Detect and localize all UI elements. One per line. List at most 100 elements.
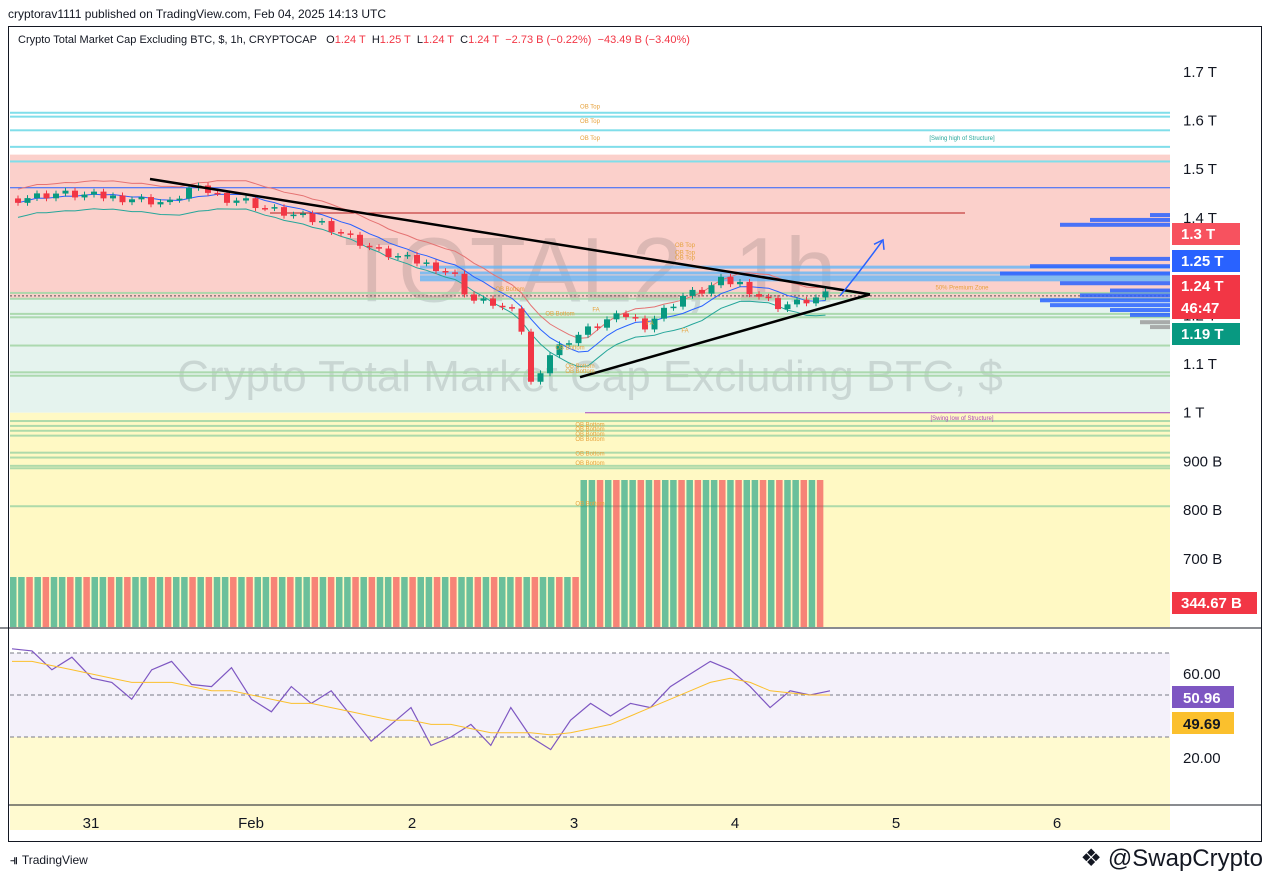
support-line (10, 374, 1170, 377)
time-axis-tick: 5 (892, 815, 900, 832)
candle-body (233, 200, 240, 203)
candle-body (186, 187, 192, 199)
volume-profile-bar (1050, 303, 1170, 308)
volume-bar (115, 577, 123, 627)
candle-body (157, 202, 164, 205)
volume-bar (83, 577, 90, 627)
volume-bar (311, 577, 319, 627)
tradingview-logo[interactable]: ⫣ TradingView (10, 852, 88, 868)
volume-bar (450, 577, 457, 627)
zone-annotation: FA (646, 321, 653, 327)
volume-bar (727, 480, 734, 627)
zone-annotation: OB Bottom (575, 452, 604, 458)
price-tag-label: 1.25 T (1181, 253, 1224, 270)
candle-body (252, 198, 259, 209)
zone-annotation: [Swing low of Structure] (930, 416, 993, 422)
zone-annotation: OB Bottom (545, 311, 574, 317)
volume-bar (645, 480, 653, 627)
volume-profile-bar (1090, 217, 1170, 222)
volume-bar (441, 577, 449, 627)
volume-profile-bar (1150, 325, 1170, 330)
candle-body (15, 198, 21, 203)
volume-bar (735, 480, 742, 627)
volume-bar (482, 577, 490, 627)
volume-profile-bar (1060, 281, 1170, 286)
candle-body (803, 299, 810, 304)
support-line (10, 371, 1170, 374)
candle-body (148, 197, 154, 205)
volume-bar (67, 577, 74, 627)
volume-bar (409, 577, 416, 627)
candle-body (566, 343, 572, 345)
candle-body (718, 276, 724, 286)
volume-bar (784, 480, 791, 627)
volume-bar (466, 577, 473, 627)
ob-top-line (10, 160, 1170, 163)
volume-bar (140, 577, 147, 627)
candle-body (822, 291, 829, 298)
ascending-trendline (579, 293, 871, 379)
volume-bar (474, 577, 482, 627)
volume-bar (637, 480, 645, 627)
ob-top-line (10, 129, 1170, 132)
time-axis-tick: 3 (570, 815, 578, 832)
volume-profile-bar (1110, 288, 1170, 293)
volume-bar (58, 577, 66, 627)
legend-c-label: C (460, 34, 469, 46)
volume-bar (564, 577, 571, 627)
candle-body (452, 272, 458, 274)
volume-profile-bar (1060, 222, 1170, 227)
volume-bar (230, 577, 237, 627)
zone-annotation: FA (681, 328, 688, 334)
candle-body (651, 318, 658, 330)
upper-band-line (17, 180, 826, 339)
candle-body (243, 198, 249, 201)
zone-annotation: FA (592, 307, 599, 313)
volume-bar (26, 577, 33, 627)
volume-bar (319, 577, 327, 627)
candle-body (632, 317, 639, 319)
ob-top-line (10, 115, 1170, 118)
candle-body (366, 245, 373, 248)
volume-bar (719, 480, 726, 627)
candle-body (176, 198, 183, 201)
volume-bar (148, 577, 156, 627)
volume-bar (18, 577, 25, 627)
candle-body (737, 281, 743, 285)
candle-body (765, 296, 772, 299)
support-line (10, 451, 1170, 454)
candle-body (680, 295, 686, 307)
zone-annotation: OB Top (675, 243, 696, 249)
candle-body (300, 213, 306, 216)
volume-bar (523, 577, 530, 627)
volume-profile-bar (1030, 264, 1170, 269)
candle-body (585, 326, 591, 335)
descending-trendline (149, 177, 871, 296)
legend-change: −2.73 B (−0.22%) (505, 34, 592, 46)
volume-bar (808, 480, 816, 627)
candle-body (328, 221, 335, 233)
volume-bar (800, 480, 808, 627)
zone-annotation: OB Bottom (495, 287, 524, 293)
legend-open: 1.24 T (334, 34, 366, 46)
candle-body (81, 194, 88, 198)
zone-annotation: OB Top (675, 250, 696, 256)
rsi-value-label: 49.69 (1183, 716, 1221, 733)
candle-body (794, 299, 800, 305)
candle-body (518, 308, 525, 332)
candle-body (129, 199, 135, 203)
volume-bar (596, 480, 604, 627)
rsi-lower-band (10, 737, 1170, 830)
candle-body (91, 191, 97, 195)
price-tag-label: 1.24 T (1181, 278, 1224, 295)
ob-block-line (420, 271, 1170, 275)
candle-body (43, 193, 50, 199)
price-tag-bg (1172, 275, 1240, 297)
candle-body (395, 256, 401, 258)
support-line (10, 344, 1170, 347)
volume-bar (710, 480, 718, 627)
volume-bar (401, 577, 408, 627)
time-axis-tick: 31 (83, 815, 100, 832)
volume-profile-bar (1130, 312, 1170, 317)
